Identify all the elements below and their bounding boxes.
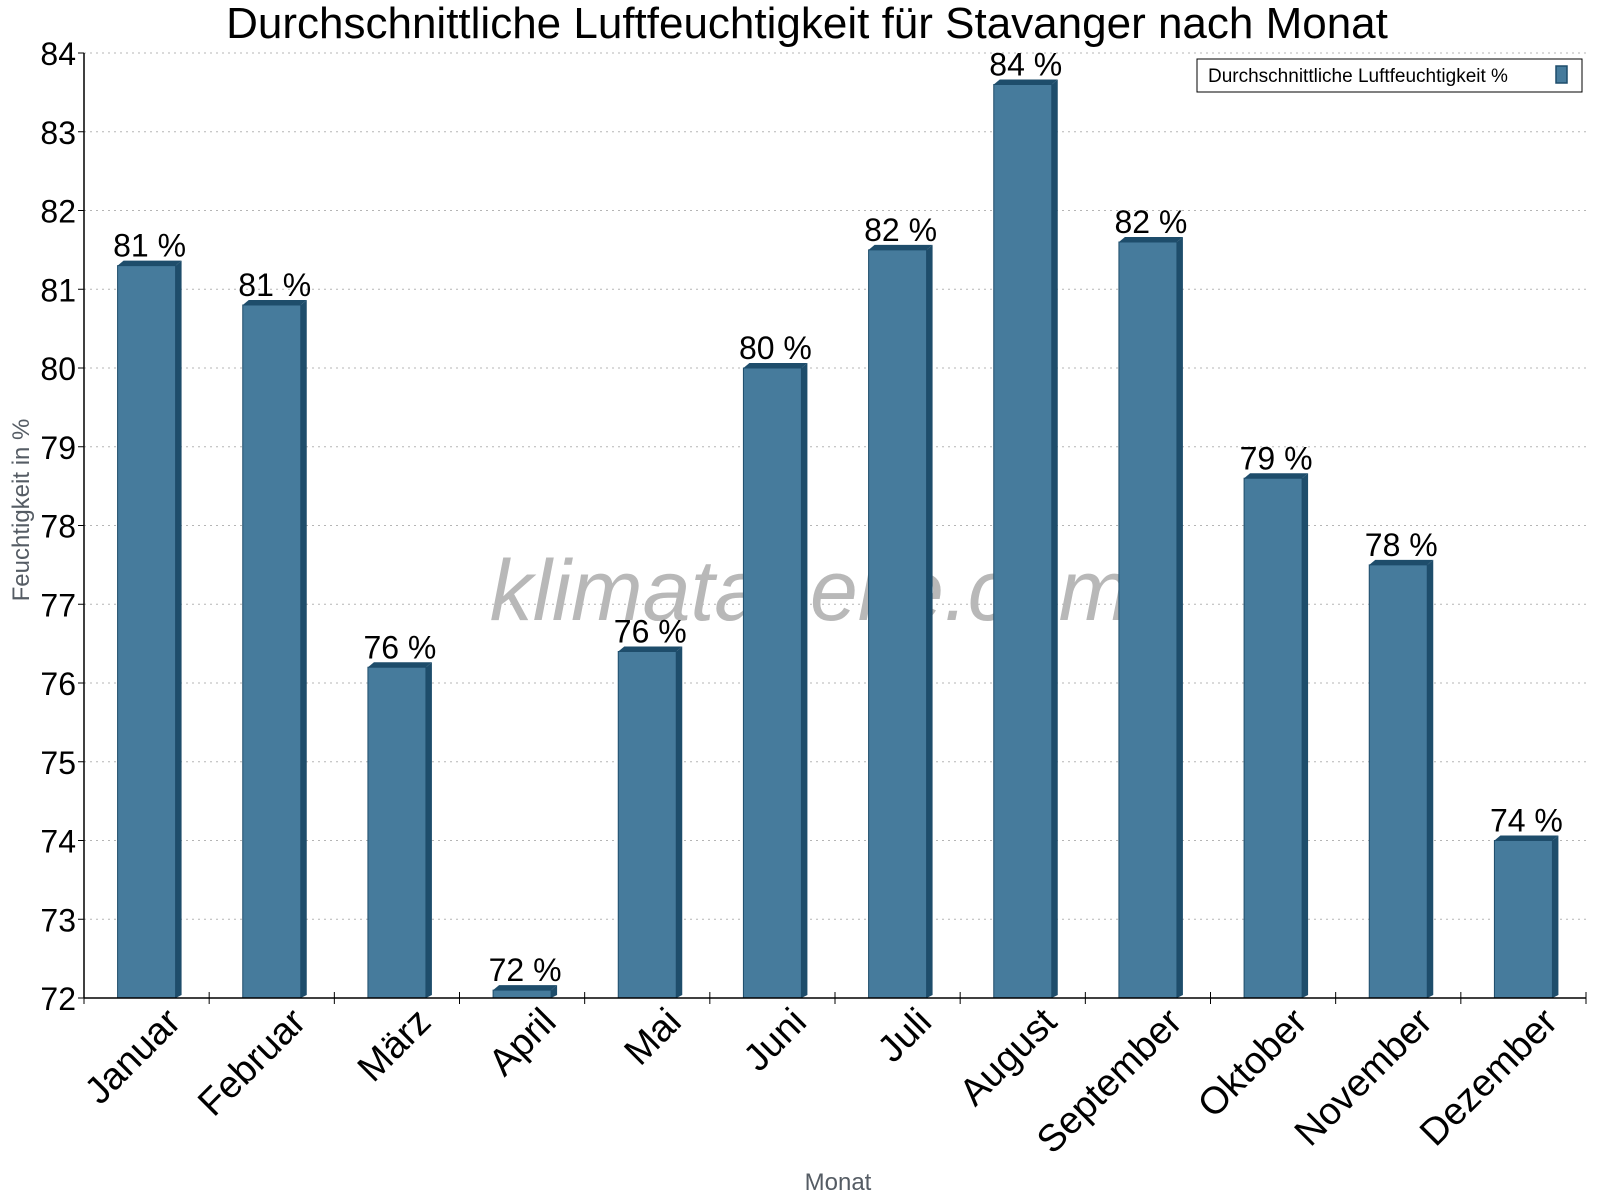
bar [367, 666, 427, 999]
bar-side [425, 662, 432, 998]
x-tick-labels: Januar Februar März April Mai Juni Juli AugustS… [77, 992, 1587, 1162]
bar-top [367, 662, 432, 668]
bar-top [1244, 473, 1309, 479]
bar-side [1051, 79, 1058, 998]
x-tick-label: März [350, 1001, 439, 1090]
value-label: 78 % [1365, 527, 1438, 563]
bar-side [175, 260, 182, 998]
y-tick-label: 84 [40, 36, 76, 72]
bar [1243, 477, 1303, 999]
x-tick-label: Oktober [1190, 1000, 1316, 1126]
value-label: 82 % [864, 212, 937, 248]
bar-side [676, 646, 683, 998]
x-tick-label: Mai [617, 1001, 690, 1074]
bar [1368, 564, 1428, 999]
y-tick-label: 81 [40, 272, 76, 308]
value-label: 80 % [739, 330, 812, 366]
bar [1493, 840, 1553, 999]
gridlines [78, 52, 1586, 999]
bar-top [1494, 835, 1559, 841]
y-tick-label: 78 [40, 509, 76, 545]
x-tick-label: Juni [736, 1001, 815, 1080]
bar-group: 81 % 81 % 76 % 72 % 76 % 80 % 82 % 84 % 82 % 79 %… [113, 47, 1563, 999]
x-tick-label: Januar [77, 1000, 189, 1112]
y-tick-label: 82 [40, 194, 76, 230]
legend-box [1196, 58, 1583, 93]
bar [742, 367, 802, 999]
legend-swatch [1555, 65, 1568, 84]
value-label: 76 % [363, 629, 436, 665]
y-tick-label: 75 [40, 745, 76, 781]
y-axis-label: Feuchtigkeit in % [8, 419, 35, 602]
y-tick-label: 80 [40, 351, 76, 387]
bar-top [117, 260, 182, 266]
y-tick-labels: 72 73 74 75 76 77 78 79 80 81 82 83 84 [40, 36, 76, 1017]
bar-top [493, 985, 558, 991]
bar-top [1369, 559, 1434, 565]
x-axis-label: Monat [805, 1169, 872, 1196]
bar-side [1302, 473, 1309, 998]
bar-side [551, 985, 558, 998]
value-label: 81 % [238, 267, 311, 303]
bar [993, 84, 1053, 999]
y-tick-label: 74 [40, 824, 76, 860]
bar-side [926, 244, 933, 998]
bar [617, 651, 677, 999]
x-tick-label: April [481, 1001, 564, 1084]
legend-label: Durchschnittliche Luftfeuchtigkeit % [1208, 66, 1508, 87]
y-tick-label: 79 [40, 430, 76, 466]
value-label: 84 % [989, 47, 1062, 83]
bar-top [618, 646, 683, 652]
y-tick-label: 73 [40, 902, 76, 938]
bar-top [242, 300, 307, 305]
bar-top [993, 79, 1058, 85]
x-tick-label: Februar [190, 1000, 314, 1124]
bar-top [743, 363, 808, 368]
bar-top [1118, 237, 1183, 242]
legend: Durchschnittliche Luftfeuchtigkeit % [1196, 58, 1583, 93]
y-tick-label: 83 [40, 115, 76, 151]
bar [242, 304, 302, 999]
bar [117, 265, 177, 999]
y-tick-label: 72 [40, 981, 76, 1017]
bar [1118, 241, 1178, 999]
x-tick-label: Dezember [1412, 1000, 1566, 1154]
value-label: 76 % [614, 614, 687, 650]
bar-side [801, 363, 808, 998]
bar-side [1552, 835, 1559, 998]
value-label: 72 % [489, 952, 562, 988]
bar-side [1427, 559, 1434, 998]
value-label: 81 % [113, 228, 186, 264]
value-label: 79 % [1240, 440, 1313, 476]
x-tick-label: August [952, 1000, 1066, 1114]
bar-side [300, 300, 307, 998]
value-label: 82 % [1114, 204, 1187, 240]
y-tick-label: 76 [40, 666, 76, 702]
bar-side [1176, 237, 1183, 998]
chart-title: Durchschnittliche Luftfeuchtigkeit für S… [226, 0, 1388, 48]
value-label: 74 % [1490, 803, 1563, 839]
bar-top [868, 244, 933, 250]
bar [868, 249, 928, 999]
y-tick-label: 77 [40, 587, 76, 623]
bar [492, 989, 552, 999]
x-tick-label: Juli [870, 1001, 940, 1071]
